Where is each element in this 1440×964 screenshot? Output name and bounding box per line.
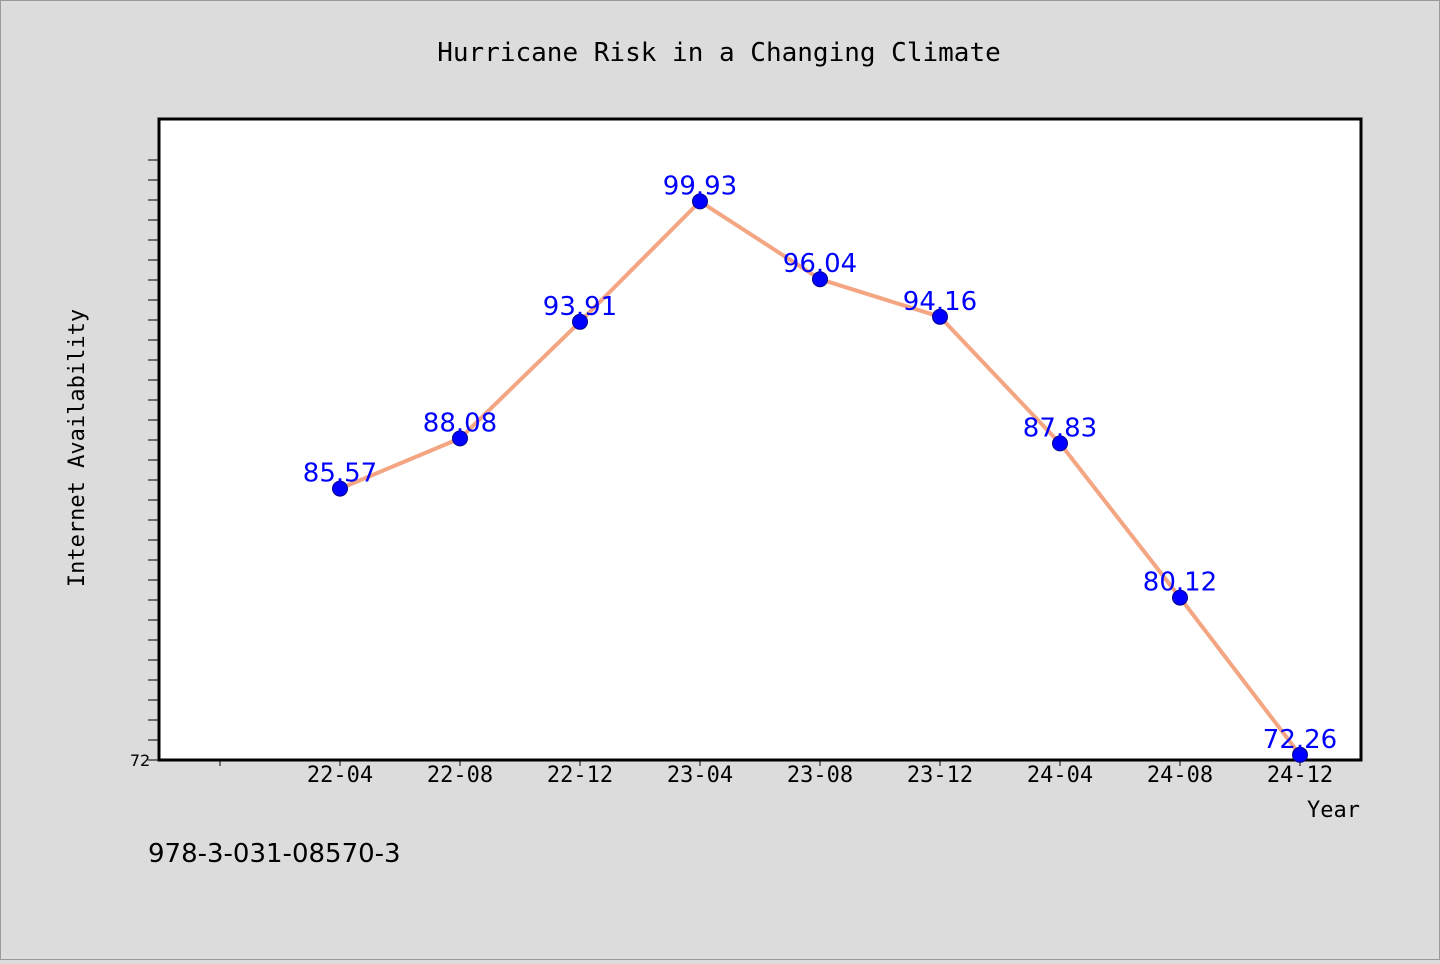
data-label: 96.04 <box>783 249 857 279</box>
data-point <box>452 430 468 447</box>
data-point <box>1172 589 1188 606</box>
data-label: 72.26 <box>1263 725 1337 755</box>
data-point <box>332 480 348 497</box>
x-tick-label: 23-12 <box>907 763 973 788</box>
data-label: 94.16 <box>903 287 977 317</box>
data-point <box>812 271 828 288</box>
x-tick-label: 22-04 <box>307 763 373 788</box>
x-axis-label: Year <box>1307 798 1360 823</box>
data-point <box>692 193 708 210</box>
chart-title: Hurricane Risk in a Changing Climate <box>437 38 1001 68</box>
data-point <box>1292 746 1308 763</box>
data-point <box>932 308 948 325</box>
data-label: 85.57 <box>303 459 377 489</box>
x-tick-label: 24-04 <box>1027 763 1093 788</box>
x-tick-label: 23-04 <box>667 763 733 788</box>
data-point <box>1052 435 1068 452</box>
x-tick-label: 22-08 <box>427 763 493 788</box>
y-axis-ticks <box>148 159 159 761</box>
series-group: 85.57 88.08 93.91 99.93 96.04 94.16 87.83 80.12… <box>303 171 1337 763</box>
x-tick-label: 23-08 <box>787 763 853 788</box>
footer-text: 978-3-031-08570-3 <box>148 839 401 869</box>
data-label: 99.93 <box>663 171 737 201</box>
x-tick-label: 22-12 <box>547 763 613 788</box>
x-tick-label: 24-08 <box>1147 763 1213 788</box>
y-tick-label: 72 <box>130 751 150 770</box>
data-label: 80.12 <box>1143 568 1217 598</box>
y-axis-label: Internet Availability <box>65 309 90 587</box>
data-label: 93.91 <box>543 292 617 322</box>
data-point <box>572 313 588 330</box>
x-tick-labels: 22-04 22-08 22-12 23-04 23-08 23-12 24-04 24-08… <box>307 763 1333 788</box>
data-label: 88.08 <box>423 408 497 438</box>
data-label: 87.83 <box>1023 413 1097 443</box>
plot-area <box>157 117 1363 762</box>
x-tick-label: 24-12 <box>1267 763 1333 788</box>
